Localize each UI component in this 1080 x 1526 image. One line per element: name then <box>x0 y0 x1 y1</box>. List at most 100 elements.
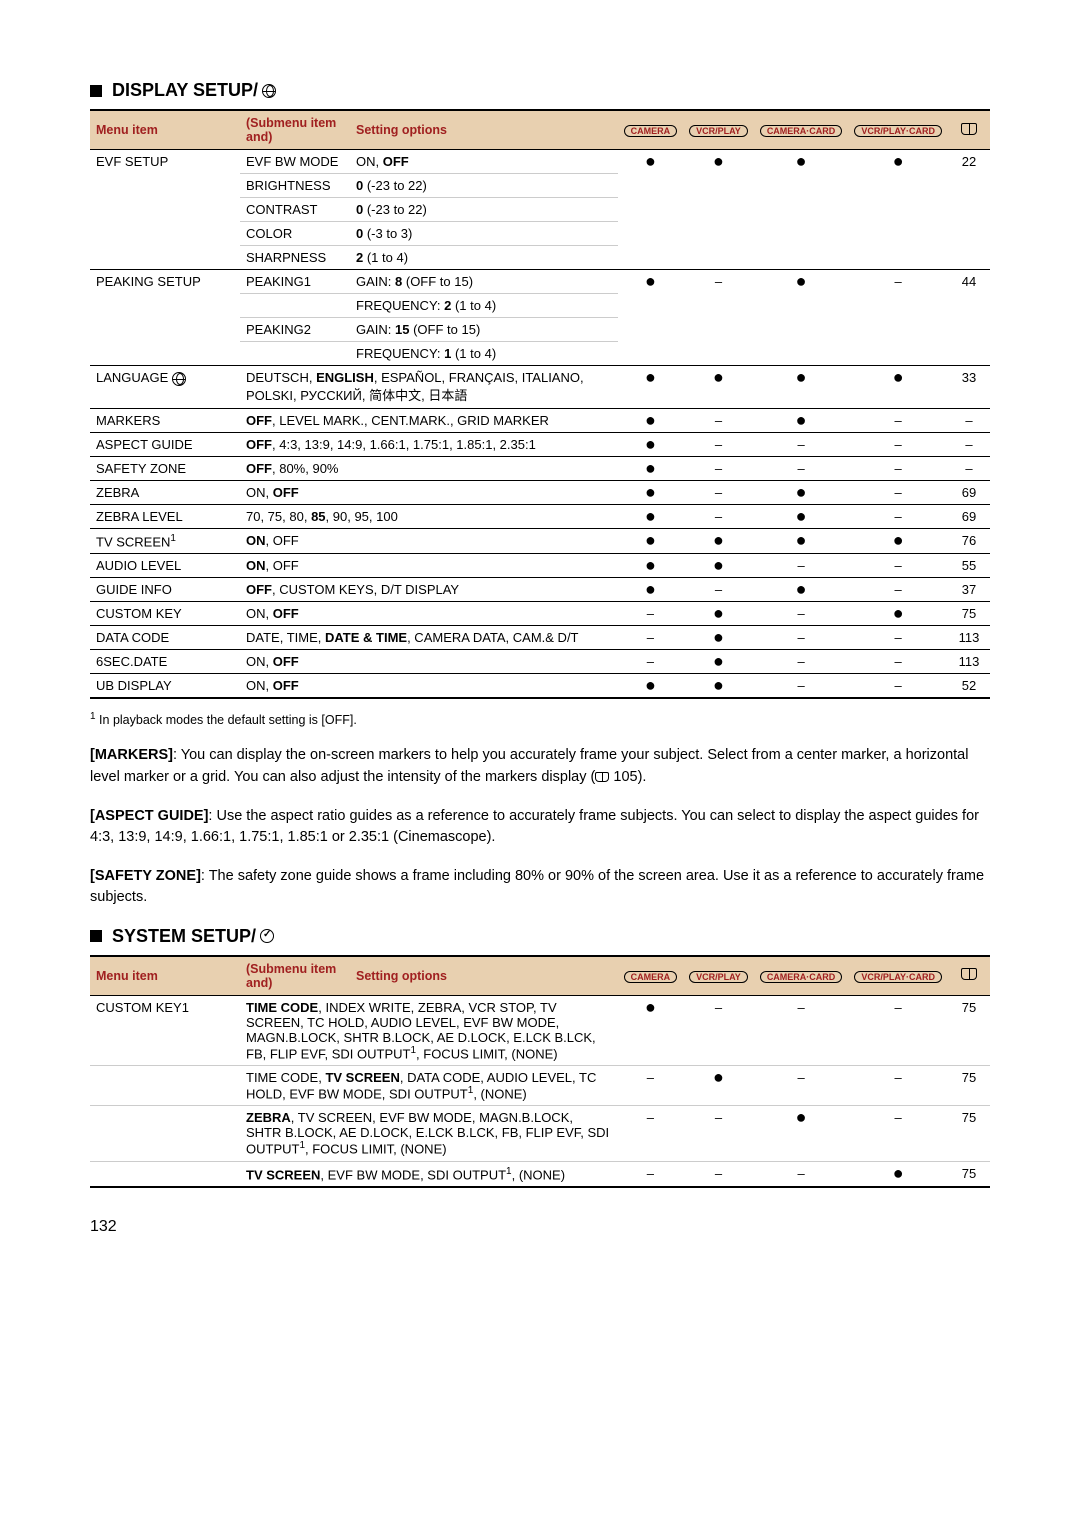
markers-paragraph: [MARKERS]: You can display the on-screen… <box>90 745 990 787</box>
table-row: SAFETY ZONEOFF, 80%, 90%●–––– <box>90 457 990 481</box>
mode-dash: – <box>754 433 849 457</box>
menu-item-cell <box>90 1065 240 1105</box>
mode-dash: – <box>754 1161 849 1187</box>
col-submenu: (Submenu item and) <box>240 110 350 150</box>
col-menu-item: Menu item <box>90 956 240 996</box>
mode-dot: ● <box>618 529 684 554</box>
mode-dash: – <box>754 674 849 699</box>
table-row: DATA CODEDATE, TIME, DATE & TIME, CAMERA… <box>90 626 990 650</box>
options-cell: ZEBRA, TV SCREEN, EVF BW MODE, MAGN.B.LO… <box>240 1106 618 1161</box>
mode-dot: ● <box>683 1065 754 1105</box>
menu-item-cell: ASPECT GUIDE <box>90 433 240 457</box>
mode-dash: – <box>754 650 849 674</box>
mode-dash: – <box>848 505 948 529</box>
table-row: FREQUENCY: 2 (1 to 4) <box>90 294 990 318</box>
col-camera-card: CAMERA·CARD <box>754 956 849 996</box>
book-icon <box>961 123 977 135</box>
options-cell: ON, OFF <box>240 674 618 699</box>
menu-item-cell: GUIDE INFO <box>90 578 240 602</box>
table-row: EVF SETUPEVF BW MODEON, OFF●●●●22 <box>90 150 990 174</box>
options-cell: 70, 75, 80, 85, 90, 95, 100 <box>240 505 618 529</box>
table-row: FREQUENCY: 1 (1 to 4) <box>90 342 990 366</box>
mode-dot: ● <box>618 457 684 481</box>
system-setup-title: SYSTEM SETUP/ <box>90 926 990 947</box>
globe-icon <box>172 372 186 386</box>
submenu-cell: COLOR <box>240 222 350 246</box>
mode-dot: ● <box>683 529 754 554</box>
submenu-cell: PEAKING1 <box>240 270 350 294</box>
page-ref-cell: 113 <box>948 626 990 650</box>
options-cell: TIME CODE, INDEX WRITE, ZEBRA, VCR STOP,… <box>240 995 618 1065</box>
mode-dash: – <box>754 1065 849 1105</box>
options-cell: GAIN: 15 (OFF to 15) <box>350 318 618 342</box>
mode-dot: ● <box>618 578 684 602</box>
options-cell: OFF, 4:3, 13:9, 14:9, 1.66:1, 1.75:1, 1.… <box>240 433 618 457</box>
mode-dash: – <box>618 1106 684 1161</box>
mode-dash: – <box>848 270 948 294</box>
table-row: PEAKING2GAIN: 15 (OFF to 15) <box>90 318 990 342</box>
mode-dash: – <box>848 481 948 505</box>
menu-item-cell: ZEBRA <box>90 481 240 505</box>
book-icon <box>961 968 977 980</box>
options-cell: ON, OFF <box>240 529 618 554</box>
mode-dash: – <box>618 1065 684 1105</box>
mode-dot: ● <box>618 270 684 294</box>
mode-dash: – <box>848 433 948 457</box>
mode-dash: – <box>754 626 849 650</box>
menu-item-cell <box>90 1161 240 1187</box>
table-row: SHARPNESS2 (1 to 4) <box>90 246 990 270</box>
mode-dash: – <box>848 995 948 1065</box>
mode-dot: ● <box>683 626 754 650</box>
page-ref-cell: 69 <box>948 505 990 529</box>
menu-item-cell: ZEBRA LEVEL <box>90 505 240 529</box>
page-ref-cell <box>948 318 990 342</box>
table-row: TV SCREEN, EVF BW MODE, SDI OUTPUT1, (NO… <box>90 1161 990 1187</box>
page-ref-cell: 75 <box>948 995 990 1065</box>
menu-item-cell <box>90 342 240 366</box>
menu-item-cell <box>90 222 240 246</box>
submenu-cell: SHARPNESS <box>240 246 350 270</box>
mode-dot: ● <box>848 150 948 174</box>
table-row: LANGUAGE DEUTSCH, ENGLISH, ESPAÑOL, FRAN… <box>90 366 990 409</box>
mode-dot: ● <box>754 529 849 554</box>
table-row: PEAKING SETUPPEAKING1GAIN: 8 (OFF to 15)… <box>90 270 990 294</box>
mode-dash: – <box>683 1106 754 1161</box>
mode-dash: – <box>683 270 754 294</box>
col-setting-options: Setting options <box>350 956 618 996</box>
options-cell: DEUTSCH, ENGLISH, ESPAÑOL, FRANÇAIS, ITA… <box>240 366 618 409</box>
mode-dot: ● <box>618 366 684 409</box>
mode-dot: ● <box>754 578 849 602</box>
submenu-cell: PEAKING2 <box>240 318 350 342</box>
table-row: CUSTOM KEYON, OFF–●–●75 <box>90 602 990 626</box>
col-camera: CAMERA <box>618 956 684 996</box>
mode-dot: ● <box>754 481 849 505</box>
menu-item-cell: TV SCREEN1 <box>90 529 240 554</box>
page-ref-cell: 113 <box>948 650 990 674</box>
table-row: ZEBRA, TV SCREEN, EVF BW MODE, MAGN.B.LO… <box>90 1106 990 1161</box>
page-ref-cell: 52 <box>948 674 990 699</box>
mode-dash: – <box>754 995 849 1065</box>
mode-dash: – <box>754 554 849 578</box>
table-row: CUSTOM KEY1TIME CODE, INDEX WRITE, ZEBRA… <box>90 995 990 1065</box>
col-page-ref <box>948 956 990 996</box>
page-ref-cell <box>948 222 990 246</box>
options-cell: DATE, TIME, DATE & TIME, CAMERA DATA, CA… <box>240 626 618 650</box>
menu-item-cell: UB DISPLAY <box>90 674 240 699</box>
page-ref-cell <box>948 294 990 318</box>
menu-item-cell: AUDIO LEVEL <box>90 554 240 578</box>
display-setup-table: Menu item (Submenu item and) Setting opt… <box>90 109 990 699</box>
mode-dash: – <box>683 505 754 529</box>
page-ref-cell: 44 <box>948 270 990 294</box>
submenu-cell: EVF BW MODE <box>240 150 350 174</box>
table-row: GUIDE INFOOFF, CUSTOM KEYS, D/T DISPLAY●… <box>90 578 990 602</box>
mode-dot: ● <box>618 554 684 578</box>
col-page-ref <box>948 110 990 150</box>
mode-dot: ● <box>754 150 849 174</box>
menu-item-cell <box>90 174 240 198</box>
col-vcrplay-card: VCR/PLAY·CARD <box>848 110 948 150</box>
menu-item-cell <box>90 318 240 342</box>
submenu-cell: BRIGHTNESS <box>240 174 350 198</box>
table-row: COLOR0 (-3 to 3) <box>90 222 990 246</box>
mode-dash: – <box>683 481 754 505</box>
table-row: TV SCREEN1ON, OFF●●●●76 <box>90 529 990 554</box>
